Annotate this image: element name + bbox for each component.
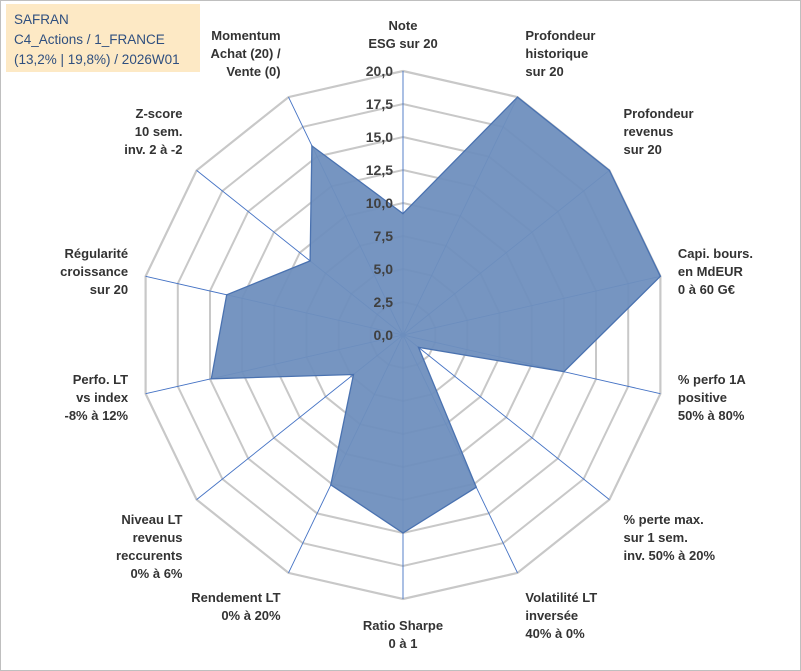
axis-label-line: sur 20 [525, 64, 563, 79]
data-point [402, 532, 404, 534]
axis-label-line: croissance [60, 264, 128, 279]
data-point [309, 260, 311, 262]
axis-label-line: historique [525, 46, 588, 61]
axis-label-line: Profondeur [525, 28, 595, 43]
axis-label-line: % perte max. [624, 512, 704, 527]
axis-label-line: Z-score [136, 106, 183, 121]
title-category: C4_Actions / 1_FRANCE [14, 32, 165, 47]
tick-label: 15,0 [366, 129, 393, 145]
axis-label-line: Capi. bours. [678, 246, 753, 261]
tick-label: 12,5 [366, 162, 393, 178]
data-series [210, 96, 662, 534]
data-point [608, 169, 611, 171]
axis-label-line: % perfo 1A [678, 372, 747, 387]
data-point [516, 96, 519, 98]
axis-label: Rendement LT 0% à 20% [191, 590, 281, 623]
tick-label: 5,0 [374, 261, 394, 277]
axis-label-line: Régularité [65, 246, 129, 261]
title-company: SAFRAN [14, 12, 69, 27]
axis-label-line: revenus [624, 124, 674, 139]
axis-label-line: sur 20 [624, 142, 662, 157]
axis-label: Z-score 10 sem. inv. 2 à -2 [124, 106, 182, 157]
data-point [352, 373, 355, 376]
axis-label: Momentum Achat (20) / Vente (0) [211, 28, 281, 79]
axis-label: Régularité croissance sur 20 [60, 246, 128, 297]
data-point [402, 213, 404, 215]
axis-label: Niveau LT revenus reccurents 0% à 6% [116, 512, 183, 581]
axis-label-line: 10 sem. [135, 124, 183, 139]
axis-label-line: reccurents [116, 548, 182, 563]
tick-label: 17,5 [366, 96, 393, 112]
data-point [226, 294, 228, 296]
axis-label: % perfo 1A positive 50% à 80% [678, 372, 747, 423]
axis-label-line: en MdEUR [678, 264, 744, 279]
axis-label-line: sur 1 sem. [624, 530, 688, 545]
axis-label-line: inversée [525, 608, 578, 623]
axis-label-line: Note [389, 18, 418, 33]
axis-label-line: 40% à 0% [525, 626, 585, 641]
axis-label-line: inv. 2 à -2 [124, 142, 182, 157]
tick-label: 2,5 [374, 294, 394, 310]
axis-label: Capi. bours. en MdEUR 0 à 60 G€ [678, 246, 753, 297]
axis-spoke [402, 334, 610, 500]
axis-label-line: 0% à 20% [221, 608, 281, 623]
axis-label-line: Profondeur [624, 106, 694, 121]
axis-label-line: Perfo. LT [73, 372, 128, 387]
axis-label-line: Vente (0) [226, 64, 280, 79]
chart-title-box: SAFRAN C4_Actions / 1_FRANCE (13,2% | 19… [6, 4, 200, 72]
radial-tick-labels: 0,0 2,5 5,0 7,5 10,0 12,5 15,0 17,5 20,0 [366, 63, 393, 343]
data-point [330, 484, 332, 486]
axis-label-line: positive [678, 390, 727, 405]
data-point [311, 145, 313, 147]
axis-label-line: Ratio Sharpe [363, 618, 443, 633]
axis-label-line: -8% à 12% [65, 408, 129, 423]
axis-label-line: revenus [133, 530, 183, 545]
axis-label-line: inv. 50% à 20% [624, 548, 716, 563]
series-area [210, 96, 662, 534]
data-point [475, 486, 477, 488]
title-stats: (13,2% | 19,8%) / 2026W01 [14, 52, 180, 67]
axis-label-line: 50% à 80% [678, 408, 745, 423]
axis-label: Perfo. LT vs index -8% à 12% [65, 372, 129, 423]
data-point [210, 378, 212, 380]
tick-label: 0,0 [374, 327, 394, 343]
axis-label-line: 0 à 1 [389, 636, 418, 651]
axis-label-line: ESG sur 20 [368, 36, 437, 51]
axis-label-line: sur 20 [90, 282, 128, 297]
axis-labels: Note ESG sur 20 Profondeur historique sur 20… [60, 18, 753, 651]
axis-label-line: 0% à 6% [130, 566, 182, 581]
axis-label-line: Momentum [211, 28, 280, 43]
axis-label: Profondeur revenus sur 20 [624, 106, 694, 157]
data-point [417, 346, 420, 348]
tick-label: 10,0 [366, 195, 393, 211]
axis-label: Profondeur historique sur 20 [525, 28, 595, 79]
axis-label-line: Volatilité LT [525, 590, 597, 605]
axis-label: Volatilité LT inversée 40% à 0% [525, 590, 597, 641]
axis-label-line: vs index [76, 390, 129, 405]
axis-label-line: Rendement LT [191, 590, 280, 605]
axis-label: Note ESG sur 20 [368, 18, 437, 51]
tick-label: 20,0 [366, 63, 393, 79]
tick-label: 7,5 [374, 228, 394, 244]
axis-label: % perte max. sur 1 sem. inv. 50% à 20% [624, 512, 716, 563]
axis-label: Ratio Sharpe 0 à 1 [363, 618, 443, 651]
data-point [659, 275, 662, 277]
data-point [563, 371, 565, 373]
axis-label-line: Niveau LT [121, 512, 182, 527]
axis-label-line: Achat (20) / [211, 46, 281, 61]
axis-label-line: 0 à 60 G€ [678, 282, 735, 297]
